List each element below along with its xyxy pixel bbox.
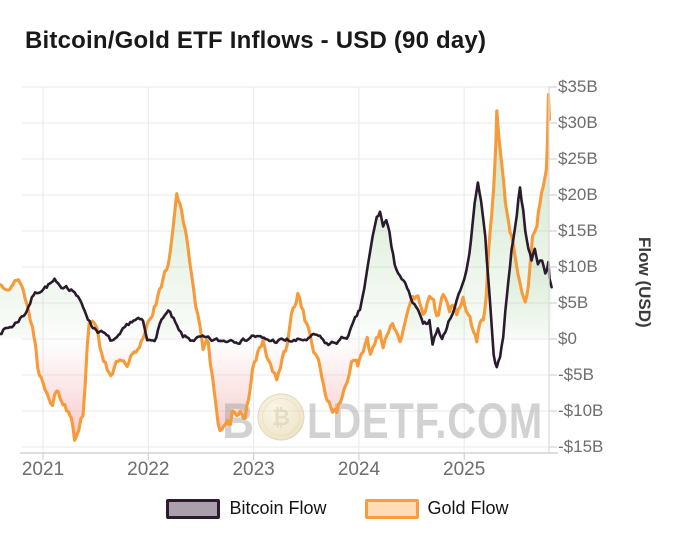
legend-item-bitcoin[interactable]: Bitcoin Flow — [166, 498, 327, 519]
y-axis-tick-label: $35B — [558, 77, 598, 96]
chart-title: Bitcoin/Gold ETF Inflows - USD (90 day) — [25, 27, 487, 54]
x-axis-tick-label: 2021 — [21, 459, 65, 480]
area-fills — [0, 94, 552, 441]
chart-legend: Bitcoin Flow Gold Flow — [0, 498, 675, 519]
series-lines — [0, 93, 553, 442]
x-axis-tick-label: 2024 — [337, 459, 381, 480]
y-axis-tick-label: $30B — [558, 113, 598, 132]
gold-flow-area — [0, 94, 550, 441]
bitcoin-swatch-icon — [166, 498, 221, 519]
gold-swatch-icon — [364, 498, 419, 519]
y-axis-tick-label: $10B — [558, 257, 598, 276]
x-axis-tick-label: 2023 — [232, 459, 275, 480]
watermark: B ₿ LDETF.COM — [222, 393, 543, 449]
bitcoin-flow-area — [0, 182, 552, 368]
y-axis-title: Flow (USD) — [635, 236, 654, 328]
watermark-text-right: LDETF.COM — [307, 393, 543, 449]
x-axis-tick-label: 2022 — [127, 459, 170, 480]
y-axis-tick-label: $5B — [558, 293, 589, 312]
y-axis-tick-label: $25B — [558, 149, 598, 168]
gold-flow-line — [0, 93, 552, 442]
legend-label-gold: Gold Flow — [427, 498, 509, 518]
y-axis-tick-label: $0 — [558, 329, 577, 348]
legend-item-gold[interactable]: Gold Flow — [364, 498, 509, 519]
y-axis-tick-label: $15B — [558, 221, 598, 240]
y-axis-tick-label: -$5B — [558, 365, 594, 384]
x-axis-tick-label: 2025 — [443, 459, 486, 480]
y-axis-tick-label: $20B — [558, 185, 598, 204]
legend-label-bitcoin: Bitcoin Flow — [229, 498, 327, 518]
axis-lines — [20, 86, 558, 460]
gold-coin-icon: ₿ — [257, 393, 305, 441]
y-axis-tick-label: -$15B — [558, 437, 604, 456]
bitcoin-flow-line — [0, 181, 553, 369]
y-axis-tick-label: -$10B — [558, 401, 604, 420]
bitcoin-symbol: ₿ — [272, 405, 290, 430]
